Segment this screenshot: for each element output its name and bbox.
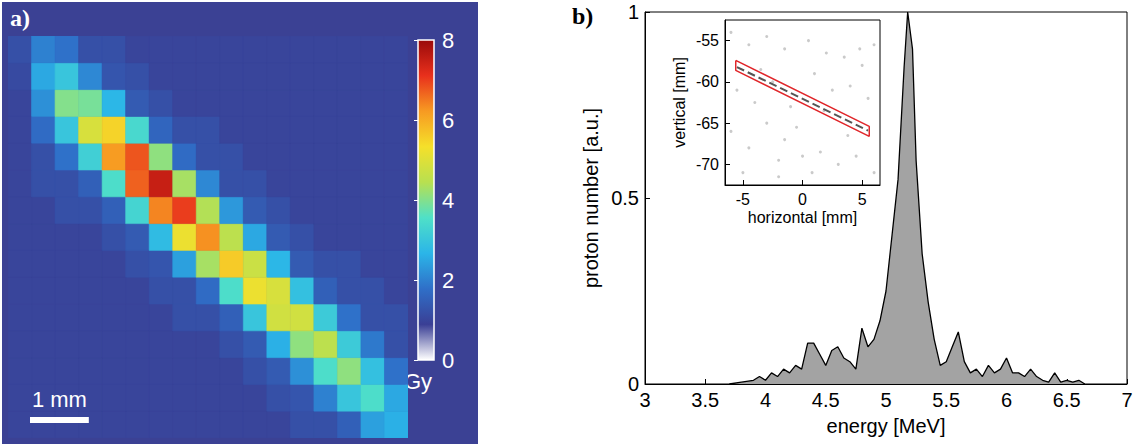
svg-text:0: 0 xyxy=(798,191,807,208)
svg-text:horizontal [mm]: horizontal [mm] xyxy=(748,209,857,226)
svg-text:8: 8 xyxy=(442,28,454,53)
svg-text:vertical [mm]: vertical [mm] xyxy=(671,57,688,148)
svg-text:7: 7 xyxy=(1121,389,1132,411)
svg-text:5.5: 5.5 xyxy=(932,389,960,411)
svg-text:5: 5 xyxy=(858,191,867,208)
svg-text:-70: -70 xyxy=(696,156,719,173)
svg-text:1 mm: 1 mm xyxy=(32,387,87,412)
svg-text:5: 5 xyxy=(880,389,891,411)
svg-text:2: 2 xyxy=(442,268,454,293)
svg-text:-5: -5 xyxy=(736,191,750,208)
svg-text:-60: -60 xyxy=(696,73,719,90)
svg-text:4.5: 4.5 xyxy=(812,389,840,411)
svg-text:6: 6 xyxy=(1001,389,1012,411)
svg-text:-55: -55 xyxy=(696,32,719,49)
svg-text:3.5: 3.5 xyxy=(691,389,719,411)
svg-text:proton number [a.u.]: proton number [a.u.] xyxy=(580,108,602,288)
svg-text:0.5: 0.5 xyxy=(611,187,639,209)
svg-text:0: 0 xyxy=(442,348,454,373)
svg-text:4: 4 xyxy=(442,188,454,213)
svg-text:1: 1 xyxy=(628,1,639,23)
svg-text:6.5: 6.5 xyxy=(1053,389,1081,411)
svg-text:6: 6 xyxy=(442,108,454,133)
svg-text:3: 3 xyxy=(639,389,650,411)
svg-text:4: 4 xyxy=(760,389,771,411)
svg-text:-65: -65 xyxy=(696,115,719,132)
svg-text:0: 0 xyxy=(628,373,639,395)
svg-text:energy [MeV]: energy [MeV] xyxy=(827,415,946,437)
svg-text:Gy: Gy xyxy=(404,369,432,394)
svg-text:a): a) xyxy=(10,5,30,31)
svg-text:b): b) xyxy=(572,3,593,29)
